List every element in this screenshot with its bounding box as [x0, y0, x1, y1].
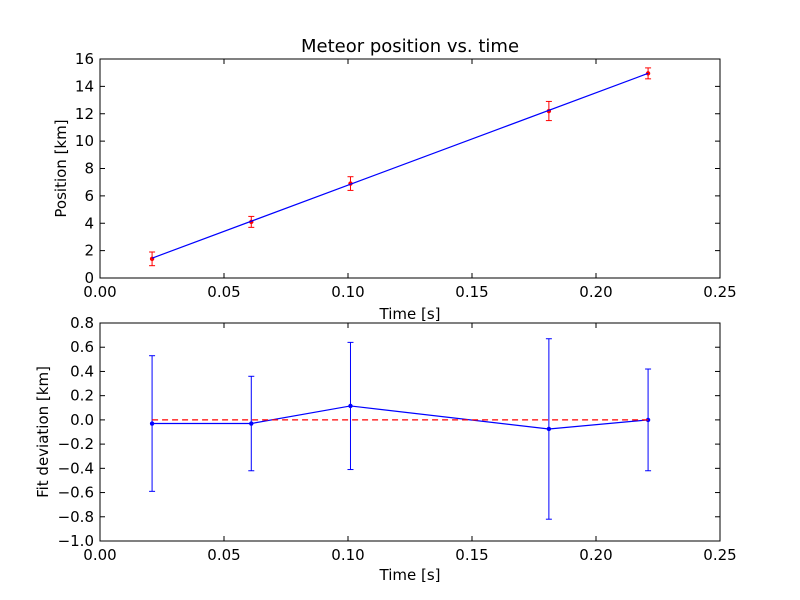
y-tick-label: 14	[75, 77, 94, 95]
y-tick-label: −0.4	[58, 459, 94, 477]
chart-title: Meteor position vs. time	[301, 36, 519, 57]
fit-line	[151, 72, 649, 259]
data-point	[546, 426, 552, 432]
data-point	[249, 421, 254, 426]
data-marks	[149, 67, 652, 267]
y-tick-label: 12	[75, 105, 94, 123]
y-tick-label: 6	[84, 187, 94, 205]
y-tick-label: 0.6	[70, 338, 94, 356]
y-tick-label: −0.8	[58, 508, 94, 526]
x-tick-label: 0.15	[455, 283, 488, 301]
plot-area	[99, 322, 721, 542]
position-panel: Meteor position vs. time 0.00 0.05 0.10 0.1…	[52, 36, 737, 323]
x-axis-label: Time [s]	[379, 305, 441, 323]
y-tick-label: 0.2	[70, 387, 94, 405]
y-tick-label: −0.6	[58, 484, 94, 502]
y-tick-label: 8	[84, 160, 94, 178]
x-tick-label: 0.00	[83, 546, 116, 564]
x-tick-label: 0.10	[331, 546, 364, 564]
x-tick-label: 0.15	[455, 546, 488, 564]
y-tick-label: 0.4	[70, 362, 94, 380]
y-tick-label: −0.2	[58, 435, 94, 453]
y-axis-label: Position [km]	[52, 119, 70, 217]
y-tick-label: 0	[84, 269, 94, 287]
x-tick-label: 0.05	[207, 546, 240, 564]
data-point	[149, 421, 155, 426]
y-tick-label: −1.0	[58, 532, 94, 550]
x-tick-label: 0.00	[83, 283, 116, 301]
y-tick-label: 2	[84, 242, 94, 260]
x-axis-label: Time [s]	[379, 566, 441, 584]
y-tick-label: 10	[75, 132, 94, 150]
y-tick-label: 4	[84, 214, 94, 232]
axes-ticks: 0.00 0.05 0.10 0.15 0.20 0.25 0 2 4 6 8 10 12 14 16	[75, 50, 737, 301]
deviation-panel: 0.00 0.05 0.10 0.15 0.20 0.25 0.8 0.6 0.4 0.2 0.0 −…	[34, 314, 737, 584]
axes-ticks: 0.00 0.05 0.10 0.15 0.20 0.25 0.8 0.6 0.4 0.2 0.0 −…	[58, 314, 737, 564]
plot-area	[99, 58, 721, 279]
y-tick-label: 0.8	[70, 314, 94, 332]
x-tick-label: 0.25	[703, 283, 736, 301]
y-axis-label: Fit deviation [km]	[34, 366, 52, 498]
y-tick-label: 0.0	[70, 411, 94, 429]
x-tick-label: 0.20	[579, 546, 612, 564]
x-tick-label: 0.20	[579, 283, 612, 301]
data-marks	[149, 338, 652, 520]
x-tick-label: 0.25	[703, 546, 736, 564]
data-point	[348, 403, 353, 409]
x-tick-label: 0.05	[207, 283, 240, 301]
y-tick-label: 16	[75, 50, 94, 68]
x-tick-label: 0.10	[331, 283, 364, 301]
